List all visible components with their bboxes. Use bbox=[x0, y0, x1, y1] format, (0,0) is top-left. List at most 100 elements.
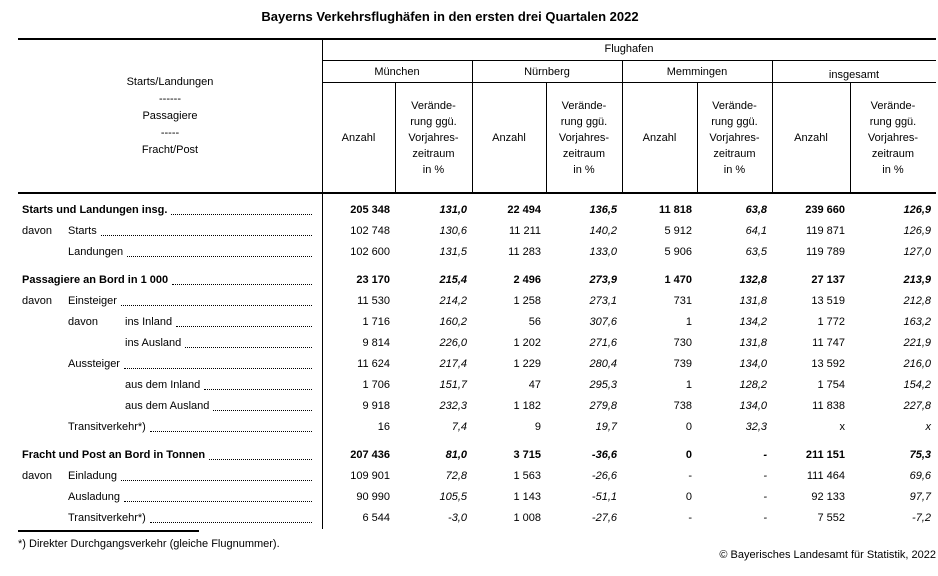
table-row: davon Einsteiger 11 530 214,2 1 258 273,1 731 1… bbox=[18, 291, 936, 312]
row-label-cell: davon Einsteiger bbox=[18, 291, 322, 312]
cell-nuernberg-veraenderung: 273,9 bbox=[589, 274, 617, 286]
cell-muenchen-veraenderung: 160,2 bbox=[439, 316, 467, 328]
cell-insgesamt-veraenderung: 213,9 bbox=[903, 274, 931, 286]
veraenderung-header-line: rung ggü. bbox=[711, 115, 758, 128]
row-header-separator: ----- bbox=[160, 126, 180, 139]
dot-leader bbox=[124, 487, 312, 502]
row-label: Starts und Landungen insg. bbox=[22, 204, 168, 216]
cell-nuernberg-veraenderung: -26,6 bbox=[591, 470, 617, 482]
cell-muenchen-anzahl: 102 748 bbox=[350, 225, 390, 237]
table-row: davon Einladung 109 901 72,8 1 563 -26,6 - - 111… bbox=[18, 466, 936, 487]
veraenderung-header-line: Verände- bbox=[411, 99, 456, 112]
subcol-divider-1 bbox=[395, 82, 396, 192]
table-row: Transitverkehr*) 6 544 -3,0 1 008 -27,6 - - 7 5… bbox=[18, 508, 936, 529]
row-header-line: Starts/Landungen bbox=[126, 75, 214, 88]
row-label-cell: aus dem Ausland bbox=[18, 396, 322, 417]
row-header-line: Fracht/Post bbox=[141, 143, 199, 156]
cell-muenchen-veraenderung: 130,6 bbox=[439, 225, 467, 237]
cell-memmingen-veraenderung: - bbox=[763, 449, 767, 461]
cell-muenchen-veraenderung: -3,0 bbox=[448, 512, 467, 524]
cell-nuernberg-veraenderung: 280,4 bbox=[589, 358, 617, 370]
cell-insgesamt-veraenderung: 212,8 bbox=[903, 295, 931, 307]
cell-memmingen-veraenderung: 134,2 bbox=[739, 316, 767, 328]
dot-leader bbox=[120, 466, 312, 481]
row-label: Transitverkehr*) bbox=[68, 421, 146, 433]
row-prefix: davon bbox=[22, 295, 52, 307]
cell-muenchen-anzahl: 205 348 bbox=[350, 204, 390, 216]
cell-muenchen-veraenderung: 217,4 bbox=[439, 358, 467, 370]
cell-insgesamt-anzahl: 111 464 bbox=[806, 470, 845, 482]
veraenderung-header-line: rung ggü. bbox=[410, 115, 457, 128]
veraenderung-header-line: zeitraum bbox=[412, 147, 455, 160]
cell-nuernberg-anzahl: 47 bbox=[528, 379, 541, 391]
row-label: Ausladung bbox=[68, 491, 120, 503]
row-label-cell: Landungen bbox=[18, 242, 322, 263]
cell-memmingen-veraenderung: 134,0 bbox=[739, 400, 767, 412]
table-top-rule bbox=[18, 38, 936, 40]
subcol-divider-2 bbox=[546, 82, 547, 192]
anzahl-header-muenchen: Anzahl bbox=[341, 131, 376, 144]
dot-leader bbox=[127, 242, 312, 257]
cell-nuernberg-veraenderung: 279,8 bbox=[589, 400, 617, 412]
cell-memmingen-anzahl: 5 906 bbox=[664, 246, 692, 258]
veraenderung-header-line: rung ggü. bbox=[869, 115, 917, 128]
cell-insgesamt-anzahl: 13 519 bbox=[811, 295, 845, 307]
cell-insgesamt-anzahl: 119 789 bbox=[806, 246, 845, 258]
cell-memmingen-anzahl: 0 bbox=[685, 491, 692, 503]
cell-nuernberg-anzahl: 11 283 bbox=[508, 246, 541, 258]
cell-insgesamt-veraenderung: 127,0 bbox=[903, 246, 931, 258]
dot-leader bbox=[149, 508, 312, 523]
cell-nuernberg-veraenderung: 273,1 bbox=[589, 295, 617, 307]
cell-insgesamt-anzahl: 27 137 bbox=[811, 274, 845, 286]
cell-memmingen-veraenderung: 32,3 bbox=[745, 421, 767, 433]
cell-muenchen-veraenderung: 72,8 bbox=[445, 470, 467, 482]
subcol-divider-3 bbox=[697, 82, 698, 192]
row-label: Starts bbox=[68, 225, 97, 237]
veraenderung-header-line: Vorjahres- bbox=[558, 131, 610, 144]
cell-memmingen-anzahl: - bbox=[688, 470, 692, 482]
cell-insgesamt-veraenderung: 221,9 bbox=[903, 337, 931, 349]
cell-insgesamt-veraenderung: 126,9 bbox=[903, 204, 931, 216]
cell-insgesamt-veraenderung: 97,7 bbox=[909, 491, 931, 503]
cell-insgesamt-veraenderung: -7,2 bbox=[912, 512, 931, 524]
row-label: ins Ausland bbox=[125, 337, 182, 349]
cell-nuernberg-veraenderung: 140,2 bbox=[589, 225, 617, 237]
cell-nuernberg-anzahl: 11 211 bbox=[508, 225, 541, 237]
veraenderung-header-line: Verände- bbox=[712, 99, 757, 112]
veraenderung-header-line: Verände- bbox=[561, 99, 607, 112]
cell-insgesamt-anzahl: 7 552 bbox=[817, 512, 845, 524]
row-label-cell: Aussteiger bbox=[18, 354, 322, 375]
anzahl-header-nuernberg: Anzahl bbox=[492, 131, 526, 144]
cell-muenchen-veraenderung: 151,7 bbox=[439, 379, 467, 391]
flughafen-header: Flughafen bbox=[604, 43, 654, 55]
cell-memmingen-veraenderung: 63,5 bbox=[745, 246, 767, 258]
cell-memmingen-anzahl: 5 912 bbox=[664, 225, 692, 237]
dot-leader bbox=[123, 354, 312, 369]
cell-muenchen-anzahl: 16 bbox=[377, 421, 390, 433]
row-header-block: Starts/Landungen ------ Passagiere -----… bbox=[18, 40, 322, 192]
airport-header-memmingen: Memmingen bbox=[666, 65, 728, 78]
row-label: Landungen bbox=[68, 246, 124, 258]
cell-memmingen-veraenderung: 63,8 bbox=[745, 204, 767, 216]
cell-muenchen-anzahl: 90 990 bbox=[356, 491, 390, 503]
row-label-cell: davon Starts bbox=[18, 221, 322, 242]
veraenderung-header-line: Vorjahres- bbox=[408, 131, 459, 144]
row-label: ins Inland bbox=[125, 316, 173, 328]
cell-muenchen-veraenderung: 226,0 bbox=[439, 337, 467, 349]
dot-leader bbox=[209, 445, 312, 460]
row-prefix: davon bbox=[68, 316, 98, 328]
row-prefix: davon bbox=[22, 470, 52, 482]
table-row: Transitverkehr*) 16 7,4 9 19,7 0 32,3 x x bbox=[18, 417, 936, 438]
dot-leader bbox=[100, 221, 312, 236]
cell-nuernberg-veraenderung: 136,5 bbox=[589, 204, 617, 216]
row-header-separator: ------ bbox=[159, 92, 181, 105]
cell-muenchen-veraenderung: 7,4 bbox=[451, 421, 467, 433]
table-row: Ausladung 90 990 105,5 1 143 -51,1 0 - 92 133 97… bbox=[18, 487, 936, 508]
veraenderung-header-line: in % bbox=[723, 163, 746, 176]
row-label-cell: Fracht und Post an Bord in Tonnen bbox=[18, 445, 322, 466]
cell-insgesamt-veraenderung: 69,6 bbox=[909, 470, 931, 482]
veraenderung-header-line: zeitraum bbox=[871, 147, 915, 160]
statistics-table: Starts/Landungen ------ Passagiere -----… bbox=[18, 38, 936, 529]
row-label-cell: Transitverkehr*) bbox=[18, 417, 322, 438]
row-label-cell: davon ins Inland bbox=[18, 312, 322, 333]
